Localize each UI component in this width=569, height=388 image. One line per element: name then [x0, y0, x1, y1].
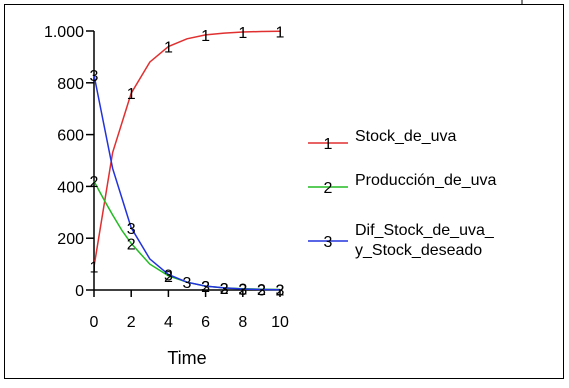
series-marker-2: 2	[276, 282, 285, 299]
x-tick-label: 10	[271, 314, 289, 331]
y-tick-label: 200	[57, 231, 84, 248]
series-marker-3: 3	[127, 221, 136, 238]
legend-marker-2: 2	[324, 180, 333, 197]
series-marker-1: 1	[127, 86, 136, 103]
legend-label-3: Dif_Stock_de_uva_ y_Stock_deseado	[355, 222, 495, 259]
series-marker-3: 3	[90, 68, 99, 85]
legend-label-1: Stock_de_uva	[355, 128, 457, 145]
y-tick-label: 1.000	[44, 24, 84, 41]
y-tick-label: 400	[57, 179, 84, 196]
x-axis-label: Time	[167, 348, 206, 368]
legend: 1 Stock_de_uva 2 Producción_de_uva 3 Dif_Stoc…	[308, 128, 497, 259]
series-marker-2: 2	[220, 281, 229, 298]
series-line-3	[93, 74, 281, 291]
series-marker-2: 2	[257, 282, 266, 299]
series-marker-3: 3	[183, 275, 192, 292]
series-marker-1: 1	[276, 24, 285, 41]
y-tick-label: 600	[57, 128, 84, 145]
series-marker-1: 1	[201, 28, 210, 45]
series-marker-3: 3	[238, 282, 247, 299]
legend-label-2: Producción_de_uva	[355, 172, 497, 189]
series-marker-2: 2	[164, 269, 173, 286]
y-tick-label: 0	[75, 283, 84, 300]
x-tick-label: 8	[238, 314, 247, 331]
series-marker-3: 3	[201, 279, 210, 296]
series-marker-3: 3	[257, 282, 266, 299]
y-ticks: 0 200 400 600 800 1.000	[44, 24, 94, 300]
x-tick-label: 4	[164, 314, 173, 331]
legend-marker-3: 3	[324, 234, 333, 251]
series-marker-1: 1	[90, 260, 99, 277]
series-marker-1: 1	[238, 25, 247, 42]
series-marker-2: 2	[238, 282, 247, 299]
x-ticks: 0 2 4 6 8 10	[90, 290, 289, 331]
series-marker-2: 2	[201, 279, 210, 296]
series-marker-3: 3	[164, 267, 173, 284]
series-marker-2: 2	[90, 174, 99, 191]
series-marker-3: 3	[220, 281, 229, 298]
series-marker-2: 2	[127, 236, 136, 253]
x-tick-label: 0	[90, 314, 99, 331]
legend-marker-1: 1	[324, 136, 333, 153]
chart-border	[4, 4, 564, 379]
series-marker-3: 3	[276, 283, 285, 300]
series-marker-1: 1	[164, 40, 173, 57]
series-line-1	[93, 30, 281, 267]
axes	[93, 31, 280, 291]
x-tick-label: 6	[201, 314, 210, 331]
x-tick-label: 2	[127, 314, 136, 331]
y-tick-label: 800	[57, 76, 84, 93]
